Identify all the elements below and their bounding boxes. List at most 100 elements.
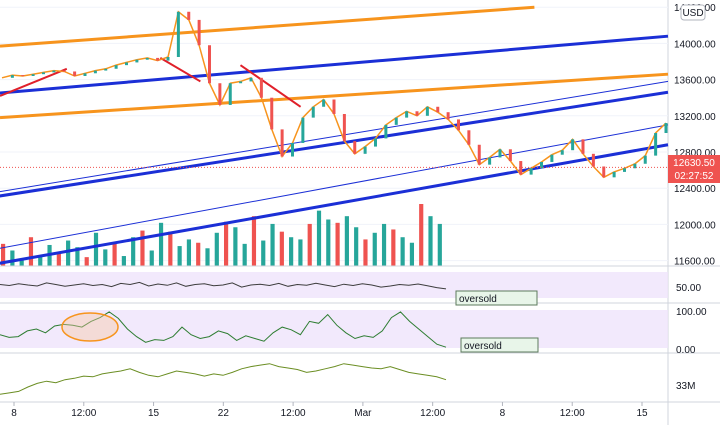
candle-body [405,111,409,118]
oscillator-panel-1[interactable] [0,272,668,298]
candle-body [488,157,492,165]
candle-body [467,130,471,145]
candle-body [508,149,512,162]
oversold-label-2: oversold [464,341,502,352]
volume-bar [93,232,99,266]
candle-body [643,155,647,164]
price-tick-label: 13600.00 [674,76,716,87]
candle-body [228,83,232,105]
time-tick-label: 12:00 [281,408,306,419]
candle-body [31,74,35,76]
volume-bar [251,216,257,266]
volume-bar [354,227,359,266]
candle-body [363,146,367,154]
volume-bar [19,259,24,266]
volume-bar [75,247,80,266]
candle-body [633,163,637,169]
osc-band [0,272,668,298]
candle-body [436,106,440,113]
candle-body [602,166,606,178]
candle-body [93,70,97,74]
red-arrow-line [159,57,201,83]
time-tick-label: 12:00 [420,408,445,419]
candle-body [374,138,377,147]
time-axis[interactable]: 8 12:00 15 22 12:00 Mar 12:00 8 12:00 15 [11,402,648,419]
candle-body [208,45,211,84]
candle-body [425,106,429,116]
osc-band [0,310,668,348]
volume-bar [131,237,136,266]
candle-body [218,83,222,105]
volume-bar [335,222,340,266]
volume-bar [168,231,173,266]
price-tick-label: 13200.00 [674,112,716,123]
volume-bar [363,239,368,266]
volume-bar [270,223,275,266]
price-candles[interactable] [0,10,668,179]
candle-body [197,19,201,46]
candle-body [259,77,263,98]
candle-body [332,99,336,114]
candle-body [187,11,191,20]
orange-trend-line [0,72,669,120]
oscillator-panel-3[interactable] [0,363,447,395]
currency-label: USD [682,8,703,19]
volume-bar [437,223,442,266]
oversold-label-1: oversold [459,294,497,305]
volume-bar [316,210,322,266]
price-tick-label: 12400.00 [674,184,716,195]
oversold-annotation-1[interactable] [455,290,538,306]
volume-bar [196,242,201,266]
candle-body [353,141,357,154]
time-tick-label: Mar [354,408,372,419]
oscillator-panel-2[interactable] [0,310,668,348]
red-arrow-line [0,67,68,97]
volume-bar [10,250,15,266]
last-price-tag [668,155,720,183]
price-tick-label: 12800.00 [674,148,716,159]
candle-body [540,161,543,169]
osc-line [0,281,447,290]
volume-bar [103,249,108,266]
volume-bar [66,240,71,266]
candle-body [623,168,626,172]
volume-bar [1,243,6,266]
candle-body [384,124,388,139]
volume-bar [224,221,229,266]
volume-bar [279,231,284,266]
candle-body [571,139,575,151]
candle-body [52,70,56,73]
candle-body [166,57,170,61]
candle-body [114,65,118,69]
osc-line [0,363,447,395]
volume-bar [112,242,117,266]
blue-channel-thin [0,80,669,193]
volume-bar [326,219,331,266]
blue-channel-line [0,90,669,198]
drawing-lines[interactable] [0,5,669,275]
time-tick-label: 8 [11,408,17,419]
candle-body [415,111,419,116]
candle-body [591,153,595,167]
volume-bar [400,237,405,266]
volume-bar [149,250,154,266]
time-tick-label: 22 [218,408,230,419]
candle-body [145,57,149,60]
volume-bar [214,232,219,266]
time-tick-label: 15 [148,408,160,419]
volume-bar [391,229,396,266]
price-tick-label: 12000.00 [674,220,716,231]
candle-body [73,71,77,76]
volume-bar [121,256,126,266]
volume-bar [186,239,192,266]
volume-bar [261,240,266,266]
candle-body [280,129,284,157]
last-price-value: 12630.50 [673,158,715,169]
currency-badge[interactable] [680,4,706,21]
plot-background [0,0,668,425]
volume-bar [177,246,182,266]
candle-body [457,119,460,131]
oversold-annotation-2[interactable] [460,337,539,353]
candle-body [83,73,87,76]
